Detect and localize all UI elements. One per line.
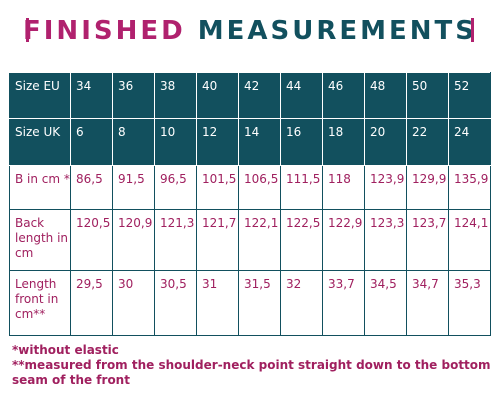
title-row: FINISHED MEASUREMENTS	[0, 14, 500, 50]
table-cell: 34	[70, 71, 113, 120]
table-cell: 33,7	[322, 269, 365, 337]
table-cell: 34,7	[406, 269, 449, 337]
table-row-back-length: Back length in cm 120,5 120,9 121,3 121,…	[9, 208, 491, 271]
measurements-table: Size EU 34 36 38 40 42 44 46 48 50 52 Si…	[9, 71, 491, 337]
title-bar-right	[471, 18, 474, 42]
table-cell: 36	[112, 71, 155, 120]
table-row-size-eu: Size EU 34 36 38 40 42 44 46 48 50 52	[9, 71, 491, 120]
footnote-elastic: *without elastic	[12, 343, 119, 357]
table-cell: 86,5	[70, 164, 113, 210]
table-cell: 6	[70, 118, 113, 166]
table-cell: 22	[406, 118, 449, 166]
table-cell: 10	[154, 118, 197, 166]
table-cell: 129,9	[406, 164, 449, 210]
table-cell: 123,9	[364, 164, 407, 210]
table-cell: 52	[448, 71, 491, 120]
table-cell: 123,3	[364, 208, 407, 271]
table-row-size-uk: Size UK 6 8 10 12 14 16 18 20 22 24	[9, 118, 491, 166]
title-bar-left	[26, 18, 29, 42]
table-cell: 30	[112, 269, 155, 337]
table-cell: 32	[280, 269, 323, 337]
footnote-front-measure: **measured from the shoulder-neck point …	[12, 358, 491, 387]
table-cell: 12	[196, 118, 239, 166]
table-cell: 29,5	[70, 269, 113, 337]
table-cell: 122,9	[322, 208, 365, 271]
table-cell: 91,5	[112, 164, 155, 210]
table-cell: 135,9	[448, 164, 491, 210]
table-cell: 123,7	[406, 208, 449, 271]
table-row-bust: B in cm * 86,5 91,5 96,5 101,5 106,5 111…	[9, 164, 491, 210]
table-cell: 34,5	[364, 269, 407, 337]
table-cell: 14	[238, 118, 281, 166]
table-cell: 38	[154, 71, 197, 120]
table-cell: 120,9	[112, 208, 155, 271]
table-cell: 96,5	[154, 164, 197, 210]
table-cell: 31	[196, 269, 239, 337]
table-cell: 48	[364, 71, 407, 120]
table-cell: 124,1	[448, 208, 491, 271]
table-cell: 8	[112, 118, 155, 166]
table-cell: 111,5	[280, 164, 323, 210]
table-cell: 18	[322, 118, 365, 166]
table-cell: 101,5	[196, 164, 239, 210]
row-label: Size EU	[9, 71, 71, 120]
table-cell: 42	[238, 71, 281, 120]
page-title: FINISHED MEASUREMENTS	[0, 14, 500, 48]
row-label: B in cm *	[9, 164, 71, 210]
table-cell: 44	[280, 71, 323, 120]
table-cell: 121,7	[196, 208, 239, 271]
table-cell: 30,5	[154, 269, 197, 337]
table-row-front-length: Length front in cm** 29,5 30 30,5 31 31,…	[9, 269, 491, 337]
table-cell: 31,5	[238, 269, 281, 337]
table-cell: 120,5	[70, 208, 113, 271]
table-cell: 40	[196, 71, 239, 120]
table-cell: 118	[322, 164, 365, 210]
row-label: Back length in cm	[9, 208, 71, 271]
table-cell: 106,5	[238, 164, 281, 210]
table-cell: 35,3	[448, 269, 491, 337]
title-word-finished: FINISHED	[23, 16, 186, 46]
table-cell: 24	[448, 118, 491, 166]
row-label: Size UK	[9, 118, 71, 166]
table-cell: 20	[364, 118, 407, 166]
title-word-measurements: MEASUREMENTS	[197, 16, 477, 46]
table-cell: 122,1	[238, 208, 281, 271]
table-cell: 46	[322, 71, 365, 120]
table-cell: 122,5	[280, 208, 323, 271]
footnotes: *without elastic **measured from the sho…	[12, 343, 496, 388]
table-cell: 50	[406, 71, 449, 120]
row-label: Length front in cm**	[9, 269, 71, 337]
table-cell: 16	[280, 118, 323, 166]
table-cell: 121,3	[154, 208, 197, 271]
